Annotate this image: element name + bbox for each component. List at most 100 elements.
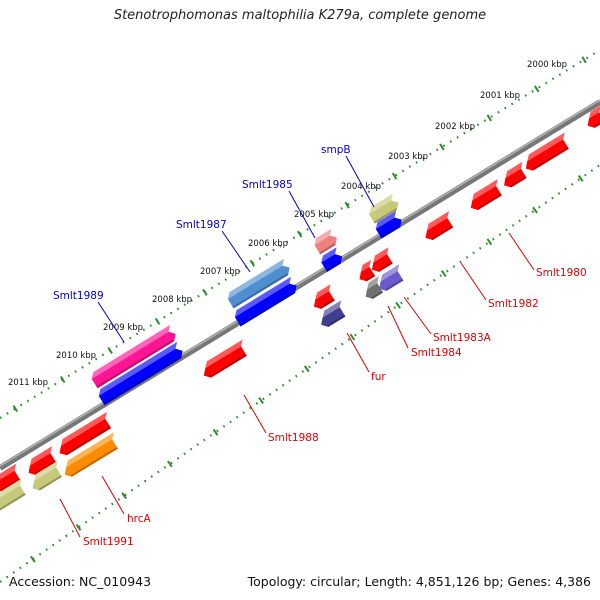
inner-major-tick — [349, 333, 356, 341]
gene-top-face — [314, 228, 332, 246]
gene-label: Smlt1980 — [536, 267, 587, 279]
gene-top-face — [367, 276, 379, 290]
gene-hrcA — [64, 432, 118, 477]
outer-major-tick — [107, 346, 113, 354]
gene-front-face — [379, 271, 404, 291]
gene-forward-blue — [234, 276, 297, 327]
gene-front-face — [32, 467, 62, 491]
gene-label-leader — [346, 332, 370, 373]
inner-major-tick — [30, 555, 36, 563]
gene-Smlt1988 — [203, 339, 247, 378]
kbp-label: 2005 kbp — [294, 210, 334, 220]
gene-label-leader — [508, 232, 535, 271]
gene-front-face — [98, 348, 183, 406]
gene-Smlt1989 — [91, 324, 176, 389]
inner-major-tick — [258, 397, 264, 404]
gene-top-face — [315, 284, 331, 300]
gene-label: Smlt1985 — [242, 179, 293, 191]
gene-forward-blue — [321, 247, 343, 272]
gene-top-face — [91, 324, 171, 379]
gene-shadow-edge — [593, 119, 600, 128]
gene-shadow-edge — [326, 261, 341, 272]
gene-top-face — [360, 259, 372, 272]
gene-label: smpB — [321, 144, 351, 156]
gene-shadow-edge — [327, 314, 346, 327]
gene-label: fur — [371, 371, 386, 383]
gene-forward-blue — [375, 210, 402, 239]
outer-major-tick — [249, 259, 256, 267]
outer-major-tick — [12, 405, 19, 413]
gene-shadow-edge — [510, 176, 527, 188]
gene-top-face — [426, 211, 450, 231]
gene-shadow-edge — [431, 225, 454, 240]
gene-top-face — [369, 193, 393, 215]
kbp-label: 2007 kbp — [200, 267, 240, 277]
gene-reverse-red — [425, 211, 454, 240]
outer-major-tick — [486, 114, 492, 122]
gene-front-face — [371, 254, 393, 272]
gene-front-face — [425, 218, 454, 240]
gene-shadow-edge — [385, 278, 404, 291]
gene-shadow-edge — [0, 493, 26, 511]
gene-front-face — [28, 453, 57, 475]
kbp-label: 2002 kbp — [435, 122, 475, 132]
gene-shadow-edge — [70, 446, 118, 477]
gene-shadow-edge — [232, 273, 289, 309]
gene-top-face — [0, 463, 17, 483]
inner-major-tick — [303, 365, 310, 373]
inner-major-tick — [486, 238, 493, 246]
gene-front-face — [313, 291, 335, 309]
gene-top-face — [234, 276, 292, 318]
gene-front-face — [91, 331, 176, 389]
gene-label-leader — [345, 155, 375, 208]
gene-front-face — [321, 307, 346, 327]
inner-major-tick — [121, 492, 127, 500]
gene-label-leader — [460, 262, 487, 301]
gene-top-face — [589, 105, 600, 119]
gene-Smlt1991 — [32, 460, 62, 491]
outer-major-tick — [60, 376, 66, 384]
gene-reverse-red — [59, 411, 112, 456]
gene-label-leader — [97, 301, 125, 343]
outer-major-tick — [534, 85, 540, 93]
gene-label: Smlt1988 — [268, 432, 319, 444]
gene-top-face — [505, 161, 523, 179]
inner-major-tick — [212, 428, 219, 436]
kbp-label: 2011 kbp — [8, 378, 48, 388]
gene-front-face — [0, 470, 21, 492]
gene-label: Smlt1991 — [83, 536, 134, 548]
map-title: Stenotrophomonas maltophilia K279a, comp… — [113, 8, 487, 23]
gene-top-face — [34, 460, 58, 482]
gene-label-leader — [288, 190, 316, 239]
gene-label: hrcA — [127, 513, 152, 525]
gene-top-face — [227, 258, 285, 300]
gene-reverse-red — [28, 446, 57, 475]
gene-shadow-edge — [96, 339, 175, 389]
kbp-label: 2006 kbp — [248, 239, 288, 249]
kbp-label: 2000 kbp — [527, 60, 567, 70]
kbp-label: 2003 kbp — [388, 152, 428, 162]
inner-tick-line — [0, 164, 600, 583]
gene-label-leader — [387, 305, 409, 349]
gene-reverse-red — [0, 463, 21, 492]
gene-front-face — [470, 185, 502, 211]
outer-major-tick — [154, 317, 161, 325]
gene-Smlt1985 — [314, 228, 337, 255]
gene-top-face — [527, 132, 565, 162]
outer-major-tick — [297, 230, 303, 238]
kbp-label: 2004 kbp — [341, 182, 381, 192]
gene-front-face — [203, 346, 247, 378]
gene-top-face — [322, 300, 342, 318]
gene-Smlt1984 — [365, 276, 383, 299]
outer-major-tick — [344, 201, 350, 209]
gene-top-face — [375, 210, 397, 230]
genome-backbone — [0, 99, 600, 471]
kbp-label: 2010 kbp — [56, 351, 96, 361]
backbone-highlight — [0, 99, 600, 467]
gene-reverse-red — [371, 247, 393, 272]
gene-top-face — [321, 247, 337, 263]
gene-label: Smlt1983A — [433, 332, 492, 344]
inner-major-tick — [75, 523, 82, 531]
gene-shadow-edge — [365, 274, 376, 282]
